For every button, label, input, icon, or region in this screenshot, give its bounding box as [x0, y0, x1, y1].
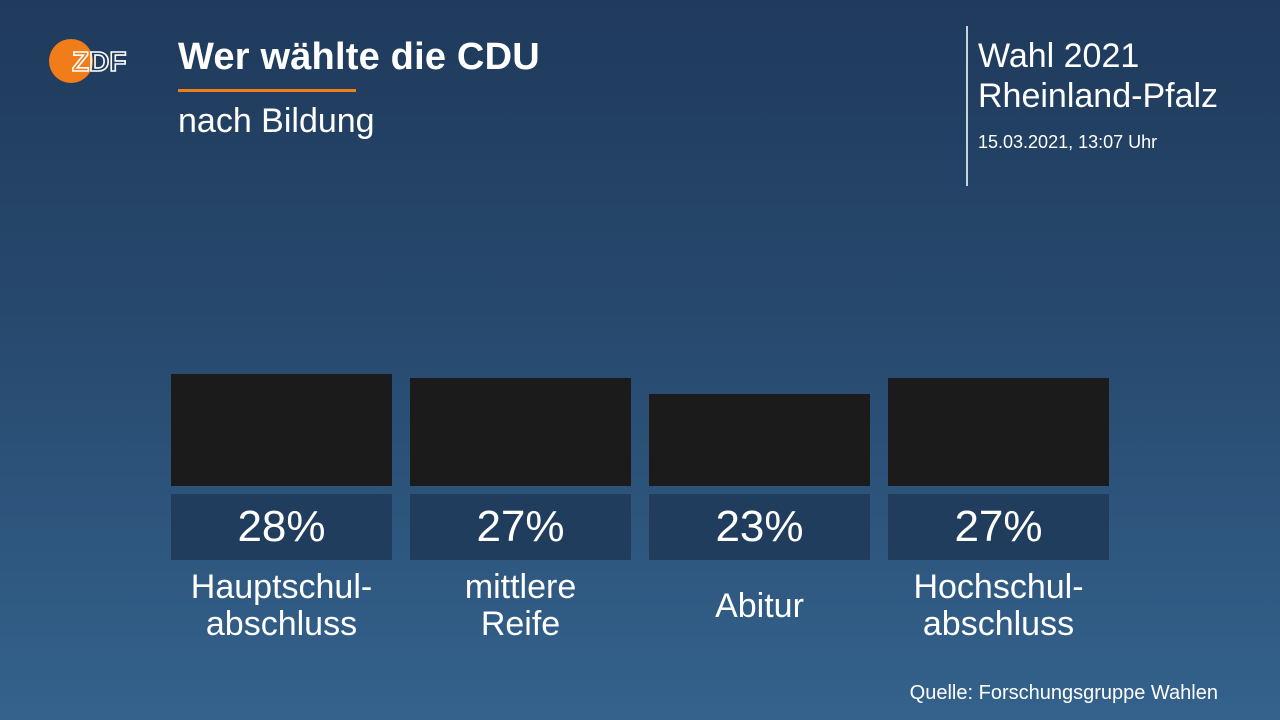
bar	[171, 374, 392, 486]
chart-title: Wer wählte die CDU	[178, 36, 540, 78]
category-label: mittlere Reife	[464, 568, 577, 643]
category-label: Hochschul-abschluss	[913, 568, 1084, 643]
zdf-logo: ZDF	[49, 39, 127, 83]
data-label: 27%	[888, 494, 1109, 560]
bar	[649, 394, 870, 486]
bar	[410, 378, 631, 486]
source-note: Quelle: Forschungsgruppe Wahlen	[909, 682, 1218, 704]
data-label: 28%	[171, 494, 392, 560]
timestamp: 15.03.2021, 13:07 Uhr	[978, 132, 1158, 152]
logo-text: ZDF	[72, 46, 126, 77]
election-title: Wahl 2021	[978, 37, 1140, 75]
election-region: Rheinland-Pfalz	[978, 77, 1219, 115]
header-divider	[966, 26, 968, 186]
chart-subtitle: nach Bildung	[178, 102, 375, 140]
bar	[888, 378, 1109, 486]
data-label: 23%	[649, 494, 870, 560]
category-label: Hauptschul-abschluss	[190, 568, 373, 643]
data-label: 27%	[410, 494, 631, 560]
category-label: Abitur	[715, 586, 804, 625]
title-underline	[178, 89, 356, 92]
election-info: Wahl 2021 Rheinland-Pfalz	[978, 36, 1218, 116]
